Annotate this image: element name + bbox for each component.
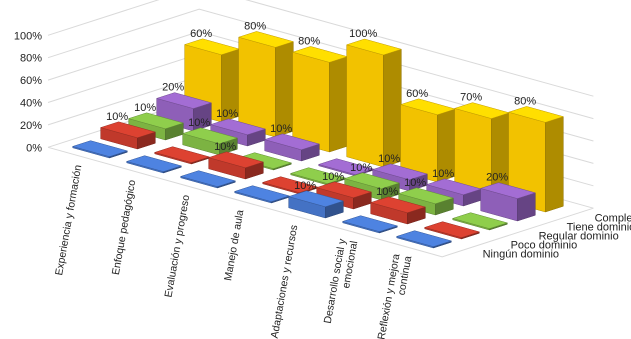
bar: [237, 31, 295, 138]
category-label: Manejo de aula: [222, 209, 246, 282]
bar: [261, 176, 319, 195]
bar: [453, 102, 511, 198]
data-label: 10%: [134, 102, 156, 114]
bar: [341, 215, 399, 234]
bar: [371, 163, 429, 192]
bar: [99, 121, 157, 150]
category-label: Adaptaciones y recursos: [269, 224, 301, 339]
bar: [179, 170, 237, 189]
data-label: 10%: [350, 162, 372, 174]
series-label: Completo dominio: [595, 213, 631, 225]
series-label: Ningún dominio: [483, 249, 559, 261]
data-label: 80%: [298, 35, 320, 47]
data-labels: 10% 10% 20% 60% 10% 10% 80% 10% 10% 80% 100% 10% 10%…: [106, 20, 536, 197]
bar: [125, 155, 183, 174]
category-label: Enfoque pedagógico: [110, 179, 139, 276]
data-label: 10%: [404, 177, 426, 189]
category-label-line: Evaluación y progreso: [163, 194, 193, 299]
bar: [317, 158, 375, 177]
series-label: Tiene dominio: [567, 222, 631, 234]
data-label: 10%: [106, 111, 128, 123]
data-label: 10%: [378, 153, 400, 165]
category-label: Evaluación y progreso: [163, 194, 193, 299]
y-tick-label: 20%: [20, 120, 42, 132]
y-tick-label: 40%: [20, 98, 42, 110]
gridline: [47, 8, 594, 120]
gridline: [47, 0, 594, 97]
data-label: 10%: [294, 180, 316, 192]
series-label: Regular dominio: [539, 231, 619, 243]
bar: [181, 127, 239, 156]
bar: [423, 221, 481, 240]
bar: [399, 98, 457, 183]
bar: [207, 151, 265, 180]
data-label: 10%: [216, 108, 238, 120]
y-tick-label: 80%: [20, 53, 42, 65]
bar: [451, 212, 509, 231]
data-label: 10%: [214, 141, 236, 153]
floor-edge: [47, 146, 594, 258]
bar: [289, 167, 347, 186]
bar: [209, 118, 267, 147]
data-label: 80%: [514, 95, 536, 107]
data-label: 100%: [349, 28, 377, 40]
data-label: 20%: [486, 172, 508, 184]
category-label-line: Experiencia y formación: [53, 164, 84, 277]
data-label: 60%: [190, 28, 212, 40]
gridline: [47, 30, 594, 142]
y-axis: 0% 20% 40% 60% 80% 100%: [14, 30, 42, 154]
bar: [369, 196, 427, 225]
bar: [343, 172, 401, 201]
y-tick-label: 0%: [26, 142, 42, 154]
series-label: Poco dominio: [511, 240, 578, 252]
data-label: 10%: [432, 168, 454, 180]
category-label-line: Manejo de aula: [222, 209, 246, 282]
y-tick-label: 60%: [20, 75, 42, 87]
bar: [479, 182, 537, 222]
bars: [71, 31, 565, 249]
data-label: 10%: [270, 123, 292, 135]
category-label-line: Enfoque pedagógico: [110, 179, 139, 276]
data-label: 10%: [376, 186, 398, 198]
bar: [127, 112, 185, 141]
bar: [315, 181, 373, 210]
bar: [153, 146, 211, 165]
bar: [233, 185, 291, 204]
bar: [345, 38, 403, 168]
bar: [395, 230, 453, 249]
bar: [291, 46, 349, 153]
bar: [263, 133, 321, 162]
bar: [287, 190, 345, 219]
y-tick-label: 100%: [14, 30, 42, 42]
data-label: 80%: [244, 20, 266, 32]
category-label: Experiencia y formación: [53, 164, 84, 277]
bar: [71, 140, 129, 159]
category-label-line: Reflexión y mejora: [376, 253, 403, 339]
bar: [507, 106, 565, 213]
data-label: 10%: [322, 171, 344, 183]
data-label: 70%: [460, 92, 482, 104]
data-label: 10%: [188, 117, 210, 129]
category-label-line: Adaptaciones y recursos: [269, 224, 301, 339]
data-label: 60%: [406, 88, 428, 100]
data-label: 20%: [162, 82, 184, 94]
